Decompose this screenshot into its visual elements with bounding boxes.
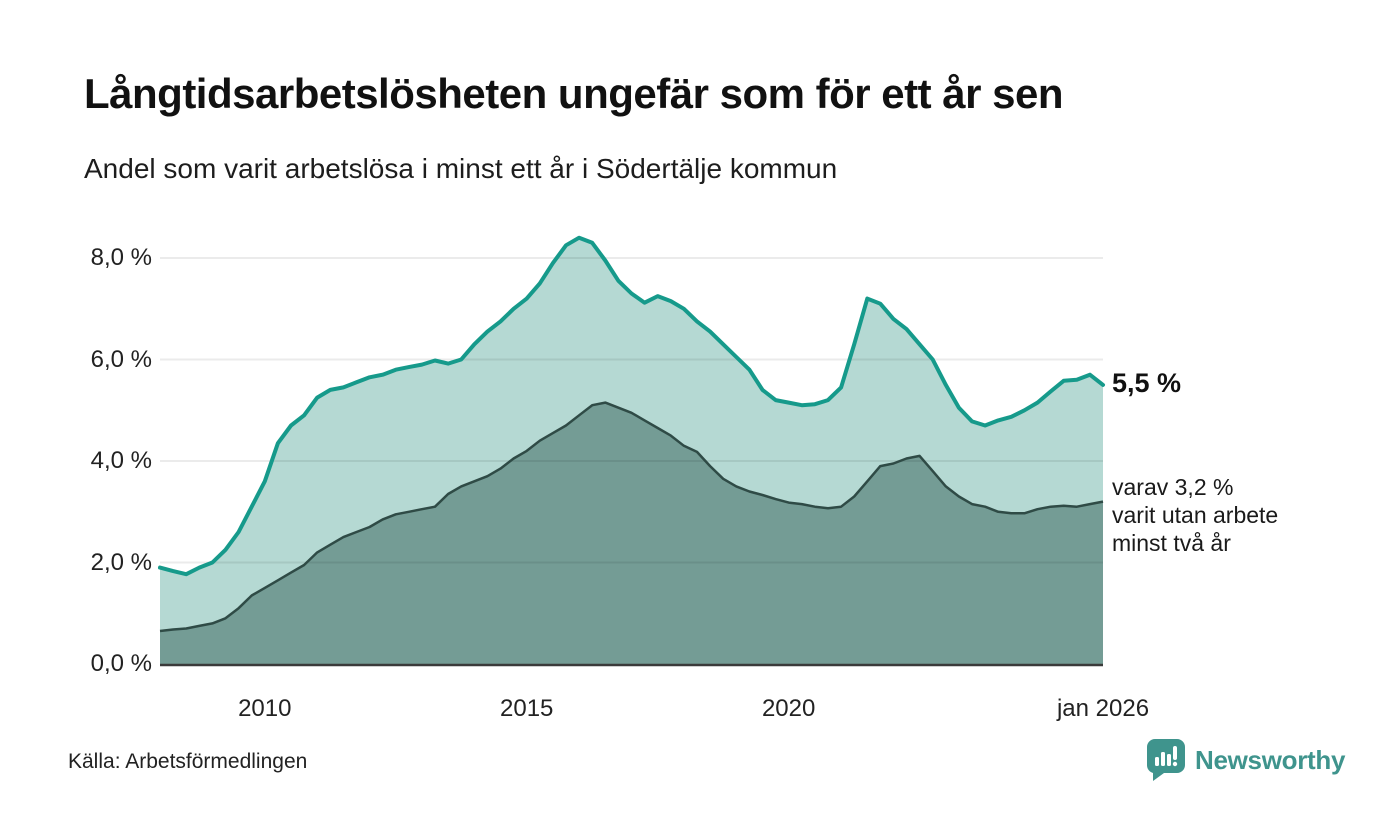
y-axis-tick-label: 6,0 % — [90, 345, 152, 373]
latest-value-label: 5,5 % — [1112, 367, 1182, 398]
x-axis-tick-label: 2010 — [238, 695, 292, 722]
source-credit: Källa: Arbetsförmedlingen — [68, 750, 308, 773]
y-axis-tick-label: 2,0 % — [90, 548, 152, 576]
newsworthy-logo-text: Newsworthy — [1195, 744, 1346, 775]
secondary-value-label: varav 3,2 % varit utan arbete minst två … — [1112, 473, 1279, 556]
y-axis-tick-label: 8,0 % — [90, 244, 152, 271]
chart-subtitle: Andel som varit arbetslösa i minst ett å… — [84, 153, 838, 184]
x-axis-tick-label: 2020 — [761, 695, 816, 722]
series-two-year-line — [159, 401, 1104, 633]
y-axis-tick-label: 0,0 % — [90, 650, 152, 677]
series-two-year-area — [160, 402, 1103, 664]
x-axis-tick-label: jan 2026 — [1056, 695, 1150, 722]
page-title: Långtidsarbetslösheten ungefär som för e… — [84, 70, 1064, 117]
y-axis-tick-label: 4,0 % — [90, 447, 152, 474]
x-axis-tick-label: 2015 — [500, 695, 554, 722]
newsworthy-logo-icon — [1147, 739, 1185, 781]
series-one-year-line — [158, 235, 1105, 577]
newsworthy-logo: Newsworthy — [1146, 738, 1345, 782]
